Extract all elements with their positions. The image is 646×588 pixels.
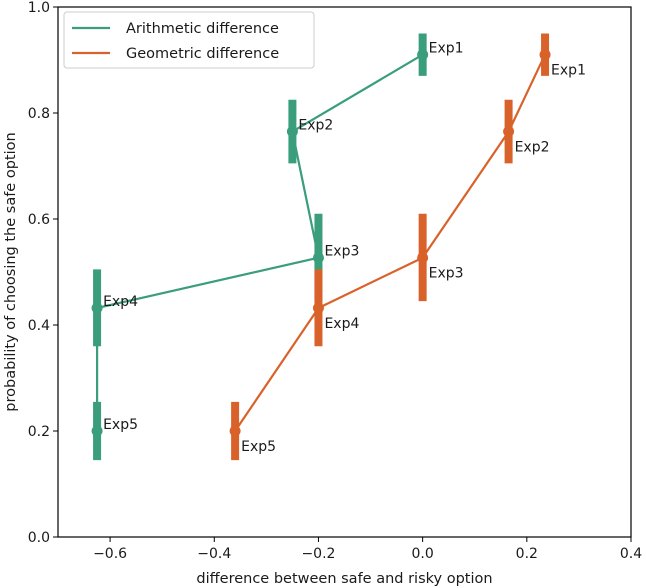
y-tick-label: 0.6	[28, 212, 50, 228]
y-tick-label: 0.0	[28, 530, 50, 546]
x-tick-label: 0.2	[516, 546, 538, 562]
x-axis-label: difference between safe and risky option	[196, 571, 492, 587]
point-label: Exp3	[429, 266, 464, 282]
data-point	[286, 126, 298, 138]
data-point	[503, 126, 515, 138]
x-tick-label: −0.4	[197, 546, 231, 562]
point-label: Exp1	[551, 63, 586, 79]
x-tick-label: −0.6	[93, 546, 127, 562]
y-tick-label: 0.8	[28, 106, 50, 122]
point-label: Exp1	[429, 41, 464, 57]
y-axis-ticks: 0.0 0.2 0.4 0.6 0.8 1.0	[28, 0, 58, 546]
series-0: Exp1 Exp2 Exp3 Exp4 Exp5	[91, 33, 464, 461]
x-axis-ticks: −0.6 −0.4 −0.2 0.0 0.2 0.4	[93, 537, 642, 562]
series-layer: Exp1 Exp2 Exp3 Exp4 Exp5 Exp1 Exp2 Exp3 Exp4 Exp5	[91, 33, 586, 461]
legend: Arithmetic difference Geometric differenc…	[63, 11, 315, 69]
point-label: Exp5	[241, 439, 276, 455]
y-axis-label: probability of choosing the safe option	[3, 132, 19, 411]
legend-label: Geometric difference	[126, 46, 279, 62]
series-1: Exp1 Exp2 Exp3 Exp4 Exp5	[229, 33, 586, 461]
point-label: Exp5	[103, 417, 138, 433]
y-tick-label: 0.4	[28, 318, 50, 334]
y-tick-label: 1.0	[28, 0, 50, 16]
point-label: Exp3	[324, 244, 359, 260]
point-label: Exp4	[103, 294, 138, 310]
data-point	[312, 252, 324, 264]
x-tick-label: −0.2	[301, 546, 335, 562]
plot-frame	[57, 6, 632, 538]
data-point	[91, 302, 103, 314]
data-point	[539, 49, 551, 61]
data-point	[229, 425, 241, 437]
x-tick-label: 0.0	[412, 546, 434, 562]
data-point	[312, 302, 324, 314]
x-tick-label: 0.4	[620, 546, 642, 562]
series-line	[234, 54, 546, 432]
point-label: Exp2	[298, 118, 333, 134]
data-point	[417, 252, 429, 264]
y-tick-label: 0.2	[28, 424, 50, 440]
series-line	[95, 53, 424, 431]
data-point	[91, 425, 103, 437]
data-point	[417, 49, 429, 61]
legend-box	[63, 11, 315, 69]
legend-label: Arithmetic difference	[126, 21, 279, 37]
point-label: Exp2	[515, 140, 550, 156]
point-label: Exp4	[324, 316, 359, 332]
